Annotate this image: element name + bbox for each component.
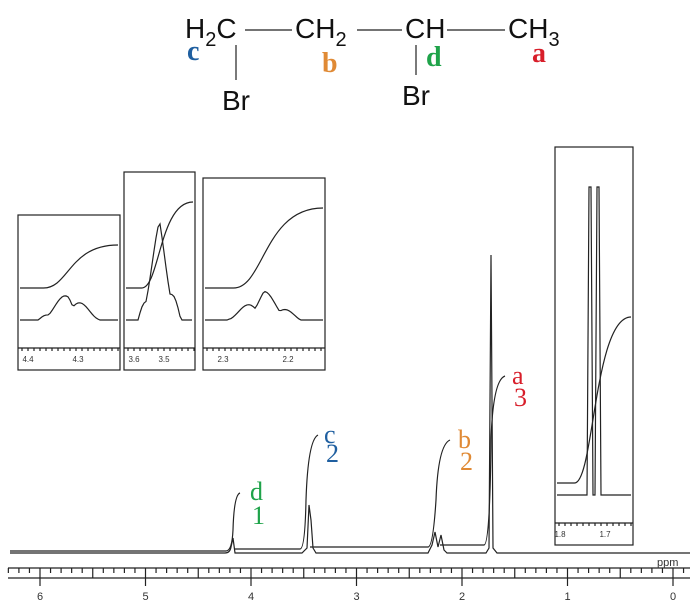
substituent: Br xyxy=(402,80,430,111)
substituent: Br xyxy=(222,85,250,116)
atom: H xyxy=(185,13,205,44)
proton-label: b xyxy=(322,48,338,79)
atom: C xyxy=(216,13,236,44)
peak-protons: 3 xyxy=(514,383,527,412)
inset-integral xyxy=(205,207,324,289)
group-d: CH xyxy=(405,13,445,44)
inset-tick-label: 4.3 xyxy=(72,355,84,364)
inset-integral xyxy=(20,244,119,289)
group-c: H2C xyxy=(185,13,237,51)
inset-integral xyxy=(557,316,632,484)
subscript: 2 xyxy=(205,29,216,51)
subscript: 3 xyxy=(548,29,559,51)
peak-label: a xyxy=(512,361,524,390)
proton-label: d xyxy=(426,42,442,73)
peak-protons: 2 xyxy=(326,439,339,468)
inset-frame xyxy=(202,177,326,371)
integral-c xyxy=(234,434,319,550)
atom: CH xyxy=(508,13,548,44)
spectrum xyxy=(10,254,690,554)
inset-tick-label: 1.7 xyxy=(599,530,611,539)
inset-tick-label: 2.2 xyxy=(282,355,294,364)
atom: CH xyxy=(405,13,445,44)
inset-spectrum xyxy=(557,186,631,496)
tick-label: 0 xyxy=(670,591,676,603)
inset-tick-label: 4.4 xyxy=(22,355,34,364)
peak-label: c xyxy=(324,420,336,449)
inset-spectrum xyxy=(20,295,118,321)
tick-label: 6 xyxy=(37,591,43,603)
inset-tick-label: 3.6 xyxy=(128,355,140,364)
inset-spectrum xyxy=(126,222,192,321)
inset-frame xyxy=(554,146,634,546)
subscript: 2 xyxy=(335,29,346,51)
peak-label: b xyxy=(458,425,471,454)
inset-tick-label: 3.5 xyxy=(158,355,170,364)
peak-protons: 1 xyxy=(252,501,265,530)
axis-unit: ppm xyxy=(657,557,678,569)
peak-label: d xyxy=(250,477,263,506)
inset-frame xyxy=(17,214,121,371)
inset-integral xyxy=(126,201,194,289)
integral-a xyxy=(440,375,506,546)
tick-label: 4 xyxy=(248,591,254,603)
proton-label: a xyxy=(532,38,546,69)
inset-frame xyxy=(123,171,196,371)
tick-label: 5 xyxy=(142,591,148,603)
tick-label: 1 xyxy=(564,591,570,603)
inset-tick-label: 1.8 xyxy=(554,530,566,539)
integral-b xyxy=(310,439,451,548)
inset-spectrum xyxy=(205,290,323,321)
tick-label: 3 xyxy=(353,591,359,603)
integral-d xyxy=(10,492,241,552)
x-axis: 6 5 4 3 2 1 0 xyxy=(7,568,685,603)
group-a: CH3 xyxy=(508,13,560,51)
tick-label: 2 xyxy=(459,591,465,603)
proton-label: c xyxy=(187,36,199,67)
peak-protons: 2 xyxy=(460,447,473,476)
insets: 4.4 4.3 3.6 3.5 2.3 2.2 1.8 1.7 xyxy=(17,146,634,546)
group-b: CH2 xyxy=(295,13,347,51)
inset-tick-label: 2.3 xyxy=(217,355,229,364)
atom: CH xyxy=(295,13,335,44)
